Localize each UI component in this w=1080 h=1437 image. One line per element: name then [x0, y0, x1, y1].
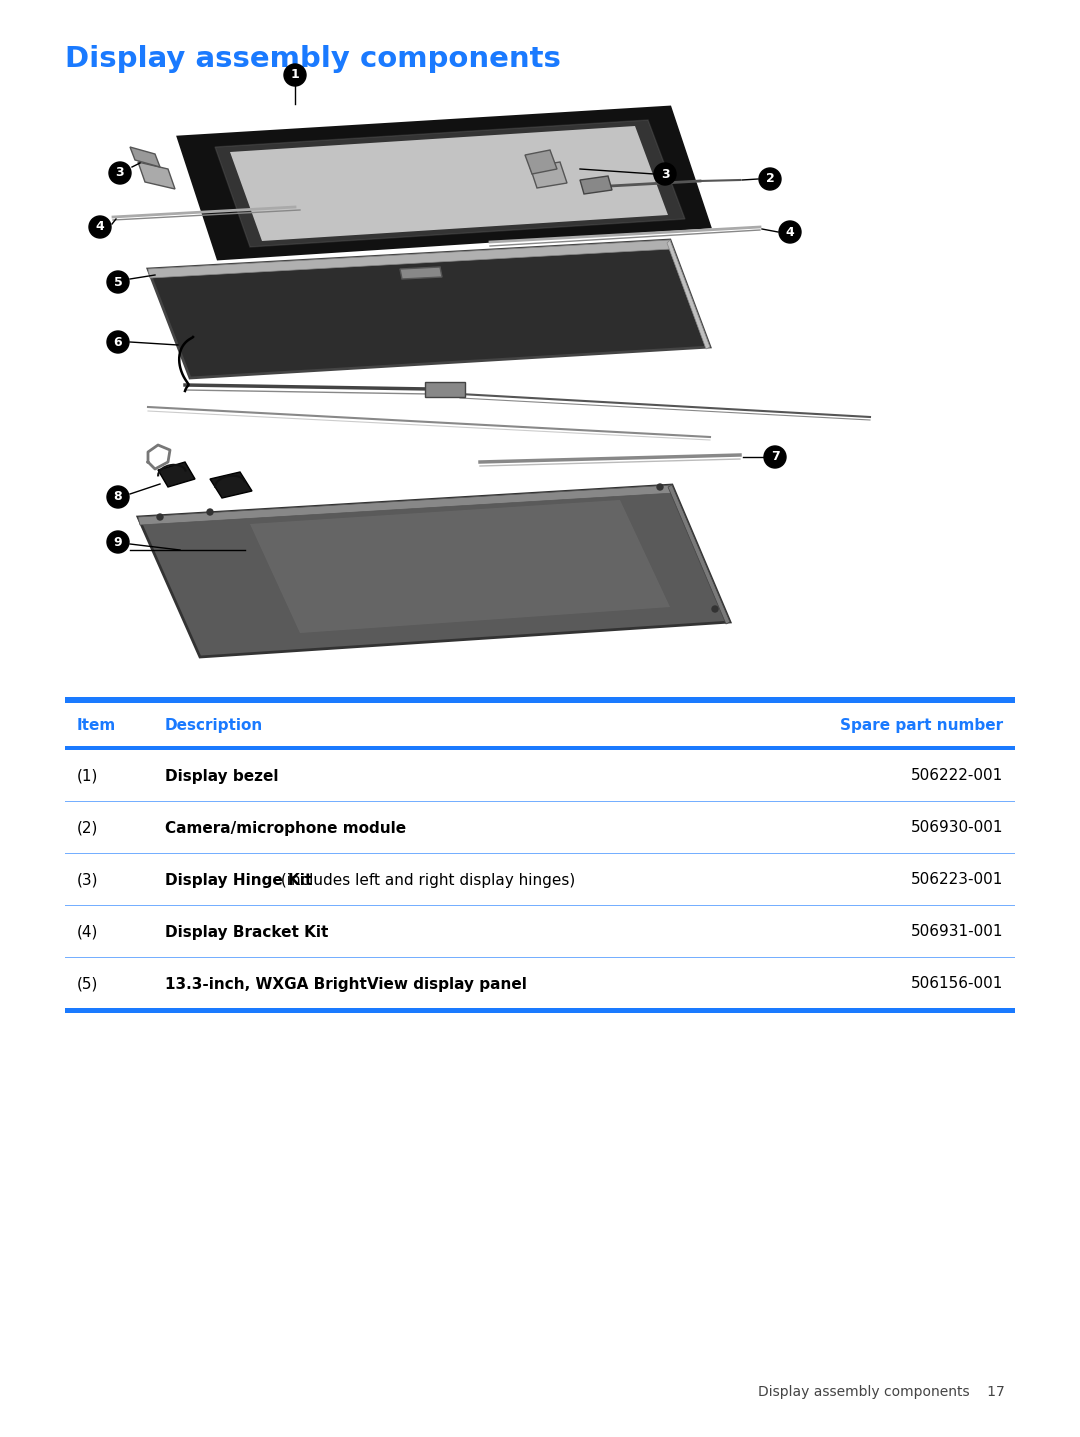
Polygon shape: [130, 147, 160, 167]
Polygon shape: [178, 106, 710, 259]
Circle shape: [759, 168, 781, 190]
FancyBboxPatch shape: [65, 697, 1015, 703]
Text: (3): (3): [77, 872, 98, 888]
Circle shape: [657, 484, 663, 490]
Text: Display assembly components: Display assembly components: [65, 45, 561, 73]
Text: 506156-001: 506156-001: [910, 977, 1003, 992]
Text: 4: 4: [785, 226, 795, 239]
Text: (2): (2): [77, 821, 98, 835]
FancyBboxPatch shape: [65, 1007, 1015, 1013]
Circle shape: [712, 606, 718, 612]
Polygon shape: [210, 471, 252, 499]
Text: 2: 2: [766, 172, 774, 185]
Polygon shape: [669, 486, 730, 624]
Text: 9: 9: [113, 536, 122, 549]
Text: Display Hinge Kit: Display Hinge Kit: [165, 872, 312, 888]
FancyBboxPatch shape: [65, 957, 1015, 958]
Circle shape: [654, 162, 676, 185]
Polygon shape: [249, 500, 670, 634]
Text: 5: 5: [113, 276, 122, 289]
Polygon shape: [138, 486, 730, 657]
Polygon shape: [148, 240, 710, 378]
Text: 506222-001: 506222-001: [910, 769, 1003, 783]
Circle shape: [157, 514, 163, 520]
Polygon shape: [215, 121, 685, 247]
Text: Description: Description: [165, 718, 264, 733]
Polygon shape: [400, 267, 442, 279]
Text: (includes left and right display hinges): (includes left and right display hinges): [275, 872, 575, 888]
FancyBboxPatch shape: [65, 1009, 1015, 1010]
Polygon shape: [230, 126, 669, 241]
Text: Display bezel: Display bezel: [165, 769, 279, 783]
Text: 7: 7: [771, 451, 780, 464]
Text: 4: 4: [96, 220, 105, 233]
Circle shape: [779, 221, 801, 243]
Text: Item: Item: [77, 718, 117, 733]
Polygon shape: [148, 240, 672, 277]
Text: Spare part number: Spare part number: [840, 718, 1003, 733]
Text: (4): (4): [77, 924, 98, 940]
FancyBboxPatch shape: [65, 852, 1015, 854]
Circle shape: [107, 532, 129, 553]
FancyBboxPatch shape: [65, 904, 1015, 905]
Text: 6: 6: [113, 335, 122, 349]
FancyBboxPatch shape: [65, 746, 1015, 750]
Text: 13.3-inch, WXGA BrightView display panel: 13.3-inch, WXGA BrightView display panel: [165, 977, 527, 992]
Circle shape: [107, 272, 129, 293]
Circle shape: [109, 162, 131, 184]
Polygon shape: [667, 240, 710, 349]
Text: 506930-001: 506930-001: [910, 821, 1003, 835]
Polygon shape: [158, 463, 195, 487]
Text: (1): (1): [77, 769, 98, 783]
Text: 3: 3: [116, 167, 124, 180]
Polygon shape: [580, 175, 612, 194]
Polygon shape: [138, 162, 175, 190]
Text: Display assembly components    17: Display assembly components 17: [758, 1385, 1005, 1400]
Polygon shape: [426, 382, 465, 397]
Circle shape: [207, 509, 213, 514]
Circle shape: [89, 216, 111, 239]
Polygon shape: [138, 486, 674, 525]
Polygon shape: [530, 162, 567, 188]
Text: 1: 1: [291, 69, 299, 82]
Circle shape: [107, 331, 129, 354]
Text: 8: 8: [113, 490, 122, 503]
Circle shape: [107, 486, 129, 509]
Circle shape: [764, 445, 786, 468]
Text: Display Bracket Kit: Display Bracket Kit: [165, 924, 328, 940]
Text: Camera/microphone module: Camera/microphone module: [165, 821, 406, 835]
Text: (5): (5): [77, 977, 98, 992]
Text: 506931-001: 506931-001: [910, 924, 1003, 940]
Circle shape: [284, 65, 306, 86]
Text: 506223-001: 506223-001: [910, 872, 1003, 888]
Text: 3: 3: [661, 168, 670, 181]
FancyBboxPatch shape: [65, 800, 1015, 802]
Polygon shape: [525, 149, 557, 174]
